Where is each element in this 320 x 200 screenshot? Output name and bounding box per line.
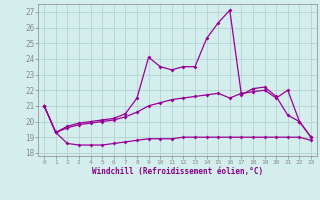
X-axis label: Windchill (Refroidissement éolien,°C): Windchill (Refroidissement éolien,°C) bbox=[92, 167, 263, 176]
